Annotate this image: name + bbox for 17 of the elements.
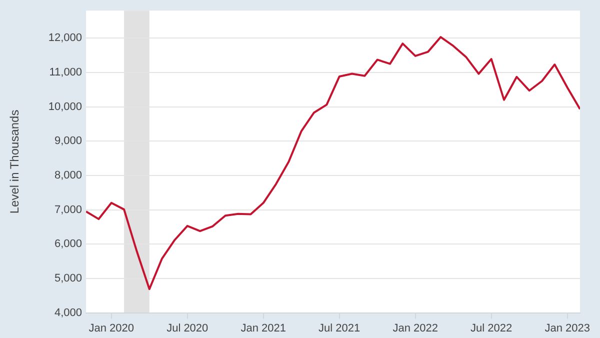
y-tick-label: 6,000 <box>54 238 82 250</box>
y-tick-label: 10,000 <box>48 100 82 113</box>
y-tick-label: 8,000 <box>54 169 82 182</box>
y-tick-label: 7,000 <box>54 204 82 216</box>
y-tick-label: 9,000 <box>54 135 82 148</box>
x-tick-label: Jul 2022 <box>470 322 512 334</box>
x-tick-label: Jan 2021 <box>240 322 286 334</box>
x-tick-label: Jul 2020 <box>166 322 208 334</box>
x-tick-label: Jul 2021 <box>318 322 360 334</box>
y-tick-label: 4,000 <box>54 306 82 319</box>
y-tick-label: 11,000 <box>49 66 82 78</box>
x-tick-label: Jan 2023 <box>544 322 590 334</box>
x-tick-label: Jan 2020 <box>88 322 134 334</box>
x-tick-label: Jan 2022 <box>392 322 438 334</box>
y-axis-title: Level in Thousands <box>8 110 22 214</box>
y-tick-label: 5,000 <box>54 272 82 284</box>
y-tick-label: 12,000 <box>48 32 82 44</box>
